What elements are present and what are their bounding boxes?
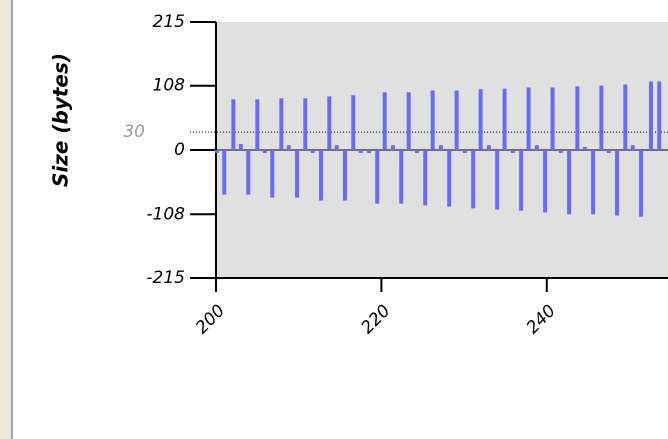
bar	[351, 95, 356, 150]
bar	[657, 81, 662, 150]
bar	[526, 87, 531, 150]
bar	[390, 145, 395, 150]
bar	[462, 150, 467, 153]
bar	[382, 92, 387, 150]
bar	[295, 150, 300, 198]
bar	[567, 150, 572, 215]
bar	[495, 150, 500, 210]
bar	[623, 84, 628, 150]
bar	[615, 150, 620, 216]
bar	[575, 86, 580, 150]
bar	[471, 150, 476, 209]
bar	[430, 90, 435, 150]
y-tick-label: -215	[146, 268, 185, 288]
bar	[222, 150, 227, 195]
bar	[519, 150, 524, 211]
bar	[303, 98, 308, 150]
x-tick-label: 240	[523, 301, 560, 338]
bar	[534, 145, 539, 150]
bar	[630, 145, 635, 150]
y-tick-label: 0	[174, 140, 185, 160]
y-tick-label: 108	[153, 76, 186, 96]
bar	[502, 88, 507, 150]
bar	[310, 150, 315, 153]
bar	[319, 150, 324, 201]
bar	[599, 85, 604, 150]
bar	[423, 150, 428, 206]
bar	[238, 144, 243, 150]
bar	[414, 150, 419, 153]
bar	[286, 145, 291, 150]
bar	[486, 145, 491, 150]
bar	[279, 98, 284, 150]
bar	[648, 81, 653, 150]
bar	[246, 150, 251, 195]
bar	[327, 96, 332, 150]
x-tick-label: 200	[192, 301, 229, 338]
bar	[406, 92, 411, 150]
bar	[214, 150, 219, 153]
bar	[478, 89, 483, 150]
bar	[262, 150, 267, 153]
bar	[550, 87, 555, 150]
bar	[270, 150, 275, 198]
bar	[606, 150, 611, 153]
bar	[447, 150, 452, 207]
window-frame	[0, 0, 11, 439]
bar	[454, 90, 459, 150]
y-tick-label: 215	[153, 12, 185, 32]
bar	[375, 150, 380, 204]
bar	[591, 150, 596, 215]
bar	[231, 99, 236, 150]
bar	[255, 99, 260, 150]
bar	[343, 150, 348, 201]
bar	[399, 150, 404, 204]
threshold-label: 30	[123, 122, 145, 142]
bar	[334, 145, 339, 150]
x-tick-label: 220	[357, 301, 394, 338]
bar	[582, 147, 587, 150]
y-tick-label: -108	[146, 204, 185, 224]
bar	[366, 150, 371, 153]
bar	[558, 150, 563, 153]
bar	[510, 150, 515, 153]
bar	[358, 150, 363, 153]
bar	[639, 150, 644, 217]
bar	[543, 150, 548, 213]
bar	[438, 145, 443, 150]
y-axis-label: Size (bytes)	[49, 53, 73, 187]
